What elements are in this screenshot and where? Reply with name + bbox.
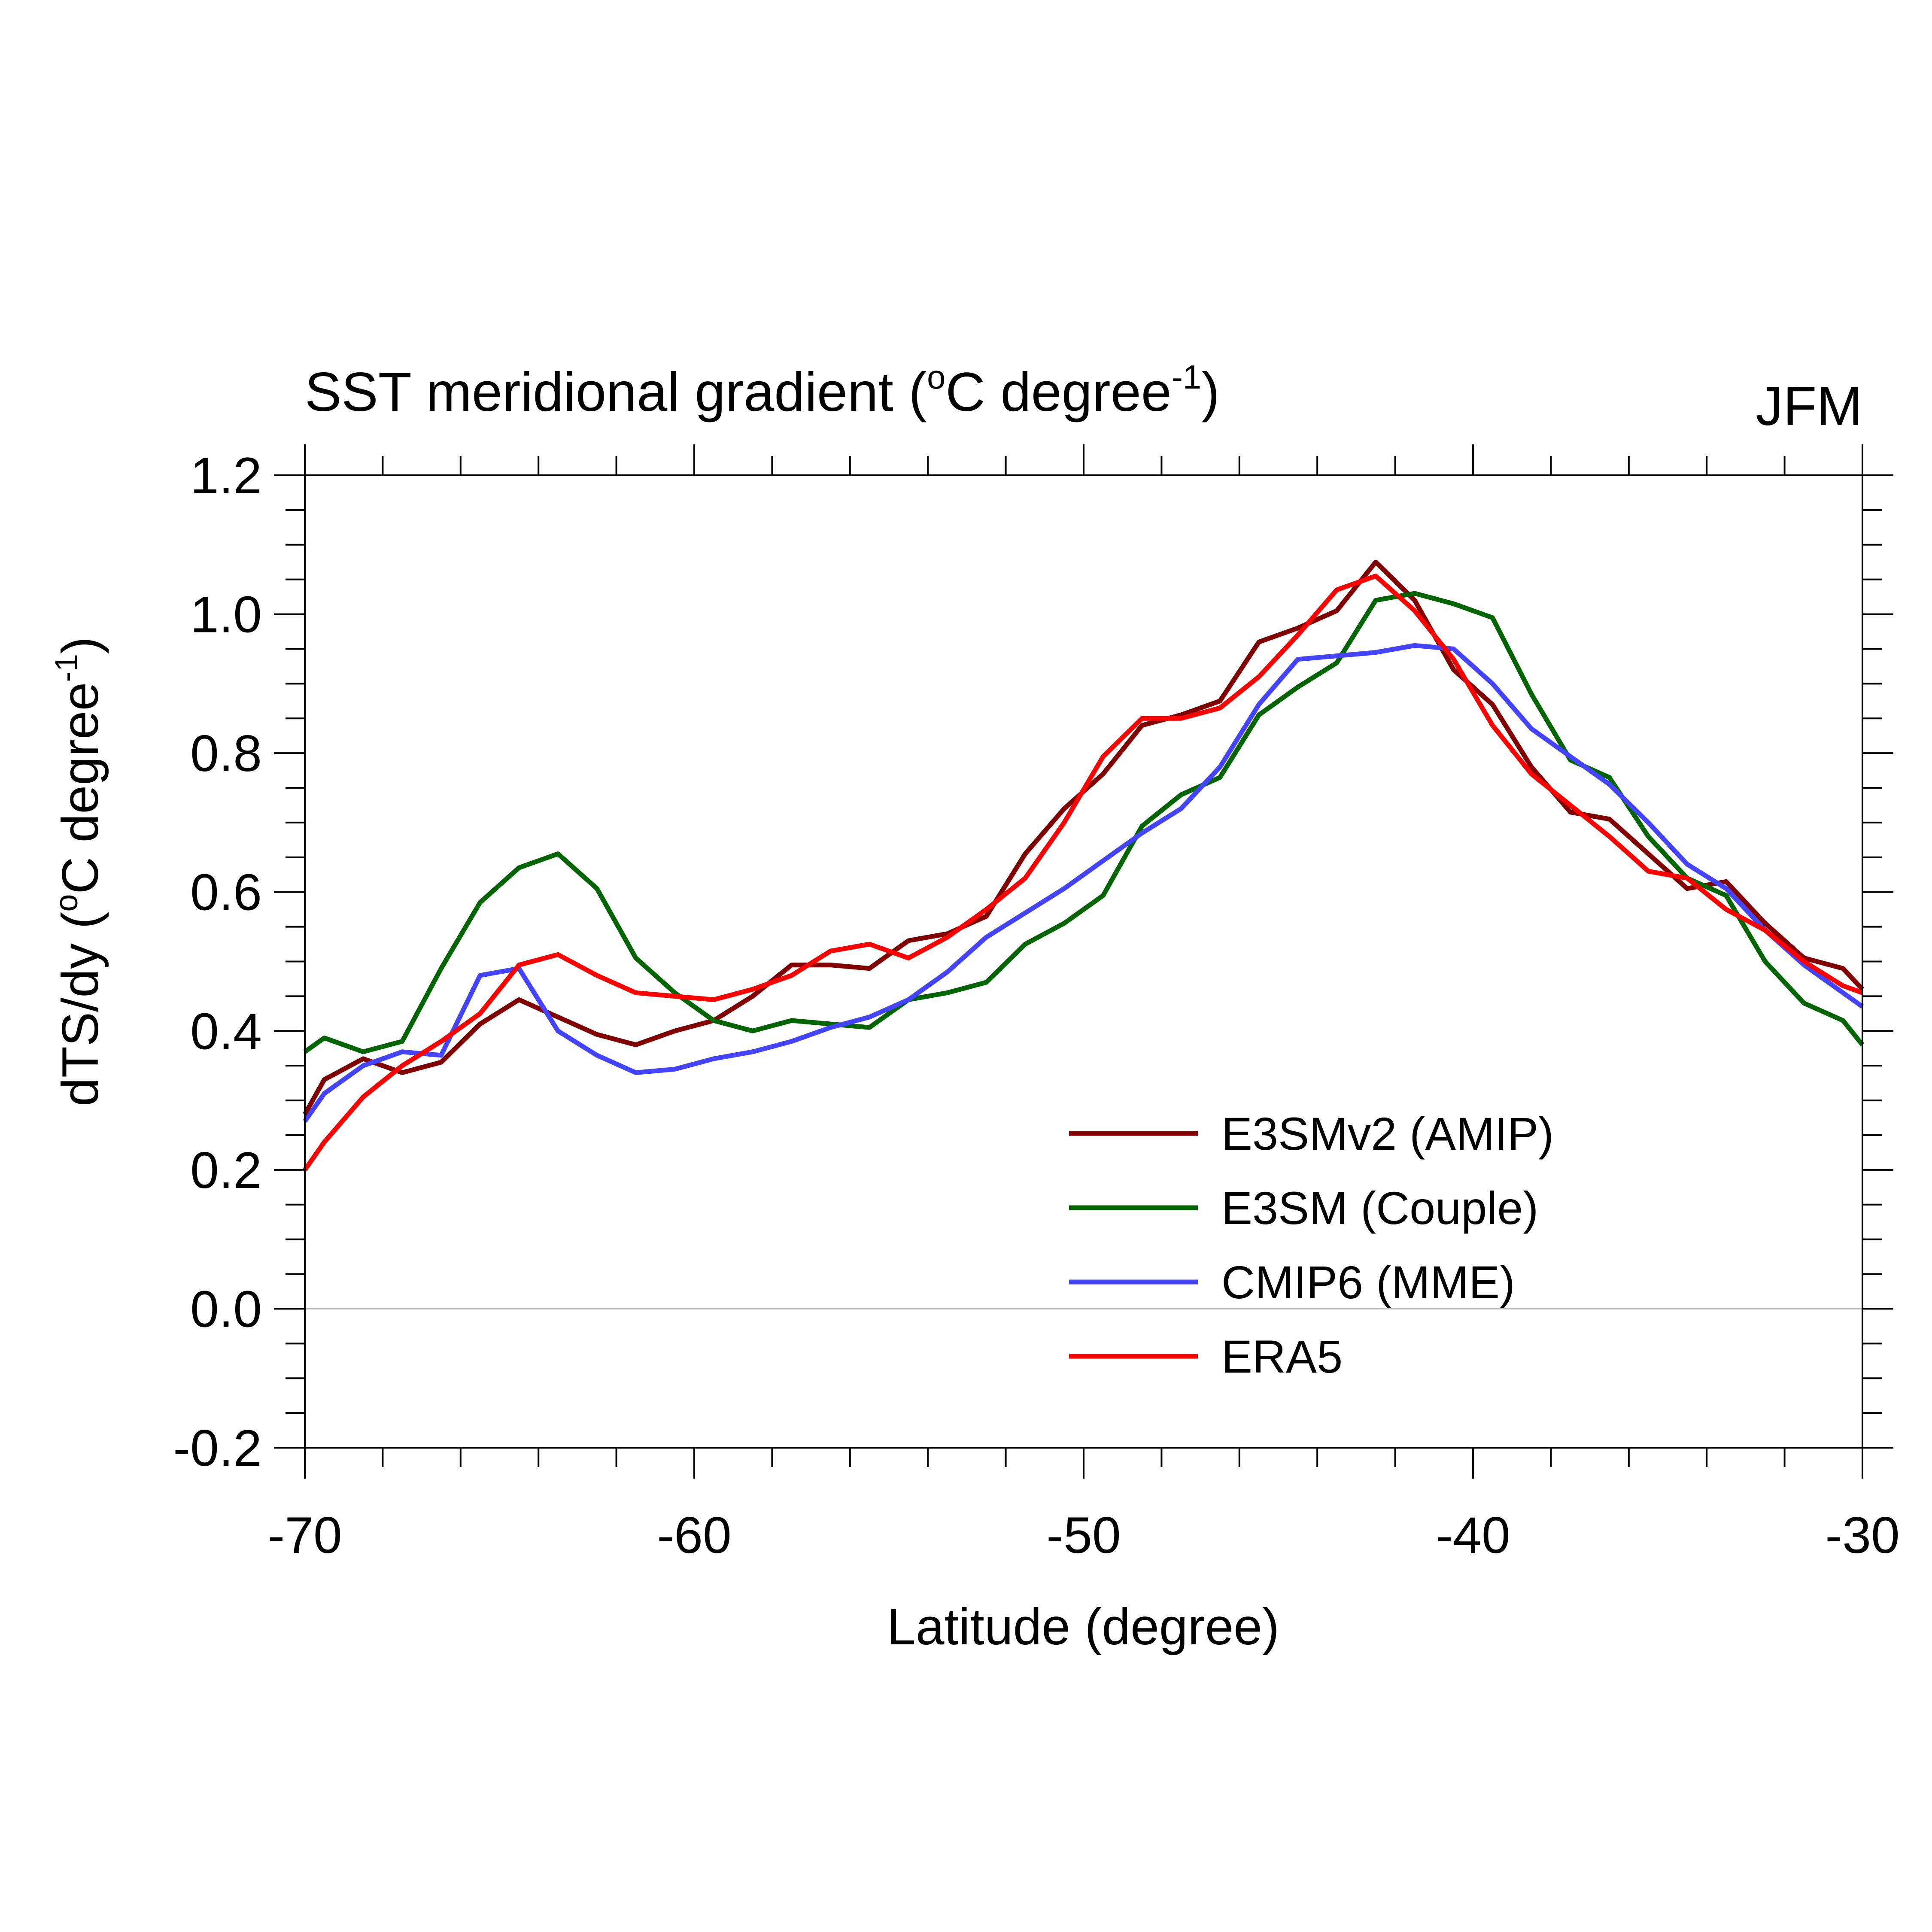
y-axis-label-group: dTS/dy (oC degree-1) <box>49 637 109 1106</box>
x-axis-label: Latitude (degree) <box>887 1598 1279 1656</box>
chart-title-main: SST meridional gradient ( <box>305 361 927 423</box>
y-axis-label: dTS/dy (oC degree-1) <box>49 637 109 1106</box>
y-axis-label-main: dTS/dy ( <box>52 912 109 1106</box>
legend-label-e3sm-couple: E3SM (Couple) <box>1221 1182 1538 1234</box>
legend-label-e3smv2-amip: E3SMv2 (AMIP) <box>1221 1108 1554 1160</box>
y-tick-label: 0.6 <box>190 864 262 921</box>
x-tick-label: -50 <box>1046 1507 1121 1564</box>
chart-title-unit: C degree <box>945 361 1172 423</box>
x-tick-label: -40 <box>1436 1507 1510 1564</box>
legend-label-cmip6-mme: CMIP6 (MME) <box>1221 1256 1515 1308</box>
chart-title: SST meridional gradient (oC degree-1) <box>305 358 1220 423</box>
chart-title-exponent-superscript: -1 <box>1172 358 1201 396</box>
y-axis-label-exponent-superscript: -1 <box>49 654 84 682</box>
series-line-cmip6-mme <box>303 643 1864 1123</box>
y-tick-label: 1.0 <box>190 586 262 644</box>
series-layer <box>303 559 1865 1172</box>
x-tick-label: -70 <box>267 1507 342 1564</box>
legend-label-era5: ERA5 <box>1221 1331 1343 1382</box>
series-line-era5 <box>303 574 1863 1172</box>
y-tick-label: 1.2 <box>190 447 262 504</box>
y-axis-label-close: ) <box>52 637 109 654</box>
series-line-e3sm-couple <box>303 591 1865 1054</box>
x-tick-label: -60 <box>657 1507 731 1564</box>
season-label: JFM <box>1756 376 1862 437</box>
chart-title-close: ) <box>1201 361 1220 423</box>
axes-layer: -70 -60 -50 -40 -30 -0.2 0.0 0.2 0.4 0.6 0.8 1.0 1.2 <box>173 444 1900 1564</box>
y-axis-label-unit: C degree <box>52 682 109 894</box>
y-tick-label: 0.8 <box>190 725 262 782</box>
y-tick-label: 0.4 <box>190 1002 262 1060</box>
y-tick-label: 0.2 <box>190 1142 262 1199</box>
y-axis-label-degree-superscript: o <box>49 894 84 911</box>
x-tick-label: -30 <box>1825 1507 1899 1564</box>
y-tick-label: 0.0 <box>190 1280 262 1338</box>
chart-title-degree-superscript: o <box>927 358 945 396</box>
y-tick-label: -0.2 <box>173 1419 262 1477</box>
legend: E3SMv2 (AMIP) E3SM (Couple) CMIP6 (MME) ERA… <box>1069 1108 1554 1382</box>
